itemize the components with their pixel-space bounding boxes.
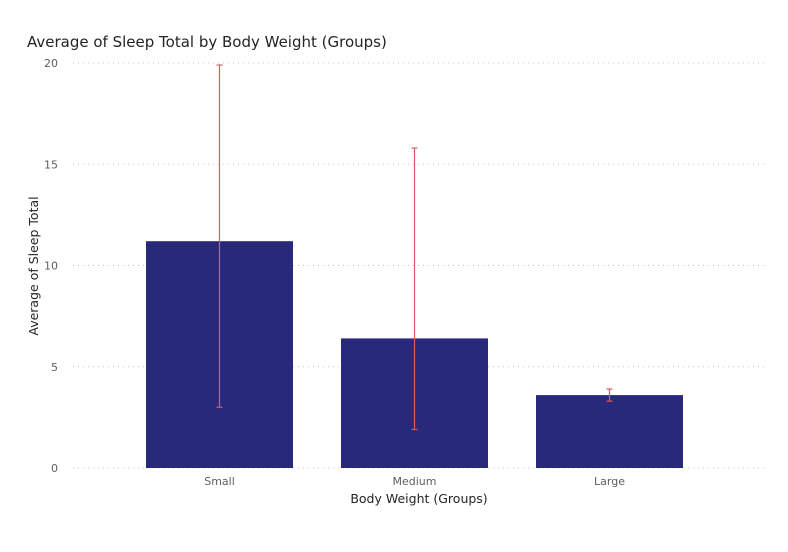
y-tick-label: 15 bbox=[44, 158, 58, 171]
x-axis-title: Body Weight (Groups) bbox=[350, 491, 487, 506]
y-axis-title: Average of Sleep Total bbox=[26, 196, 41, 335]
y-tick-label: 20 bbox=[44, 57, 58, 70]
x-axis-ticks: Small Medium Large bbox=[204, 475, 625, 488]
chart-title: Average of Sleep Total by Body Weight (G… bbox=[27, 33, 387, 51]
x-tick-label: Large bbox=[594, 475, 625, 488]
error-bars bbox=[216, 64, 613, 431]
x-tick-label: Medium bbox=[393, 475, 437, 488]
y-tick-label: 10 bbox=[44, 260, 58, 273]
x-tick-label: Small bbox=[204, 475, 235, 488]
y-tick-label: 5 bbox=[51, 361, 58, 374]
bar-large[interactable] bbox=[536, 395, 683, 468]
y-tick-label: 0 bbox=[51, 462, 58, 475]
y-axis-ticks: 0 5 10 15 20 bbox=[44, 57, 58, 475]
